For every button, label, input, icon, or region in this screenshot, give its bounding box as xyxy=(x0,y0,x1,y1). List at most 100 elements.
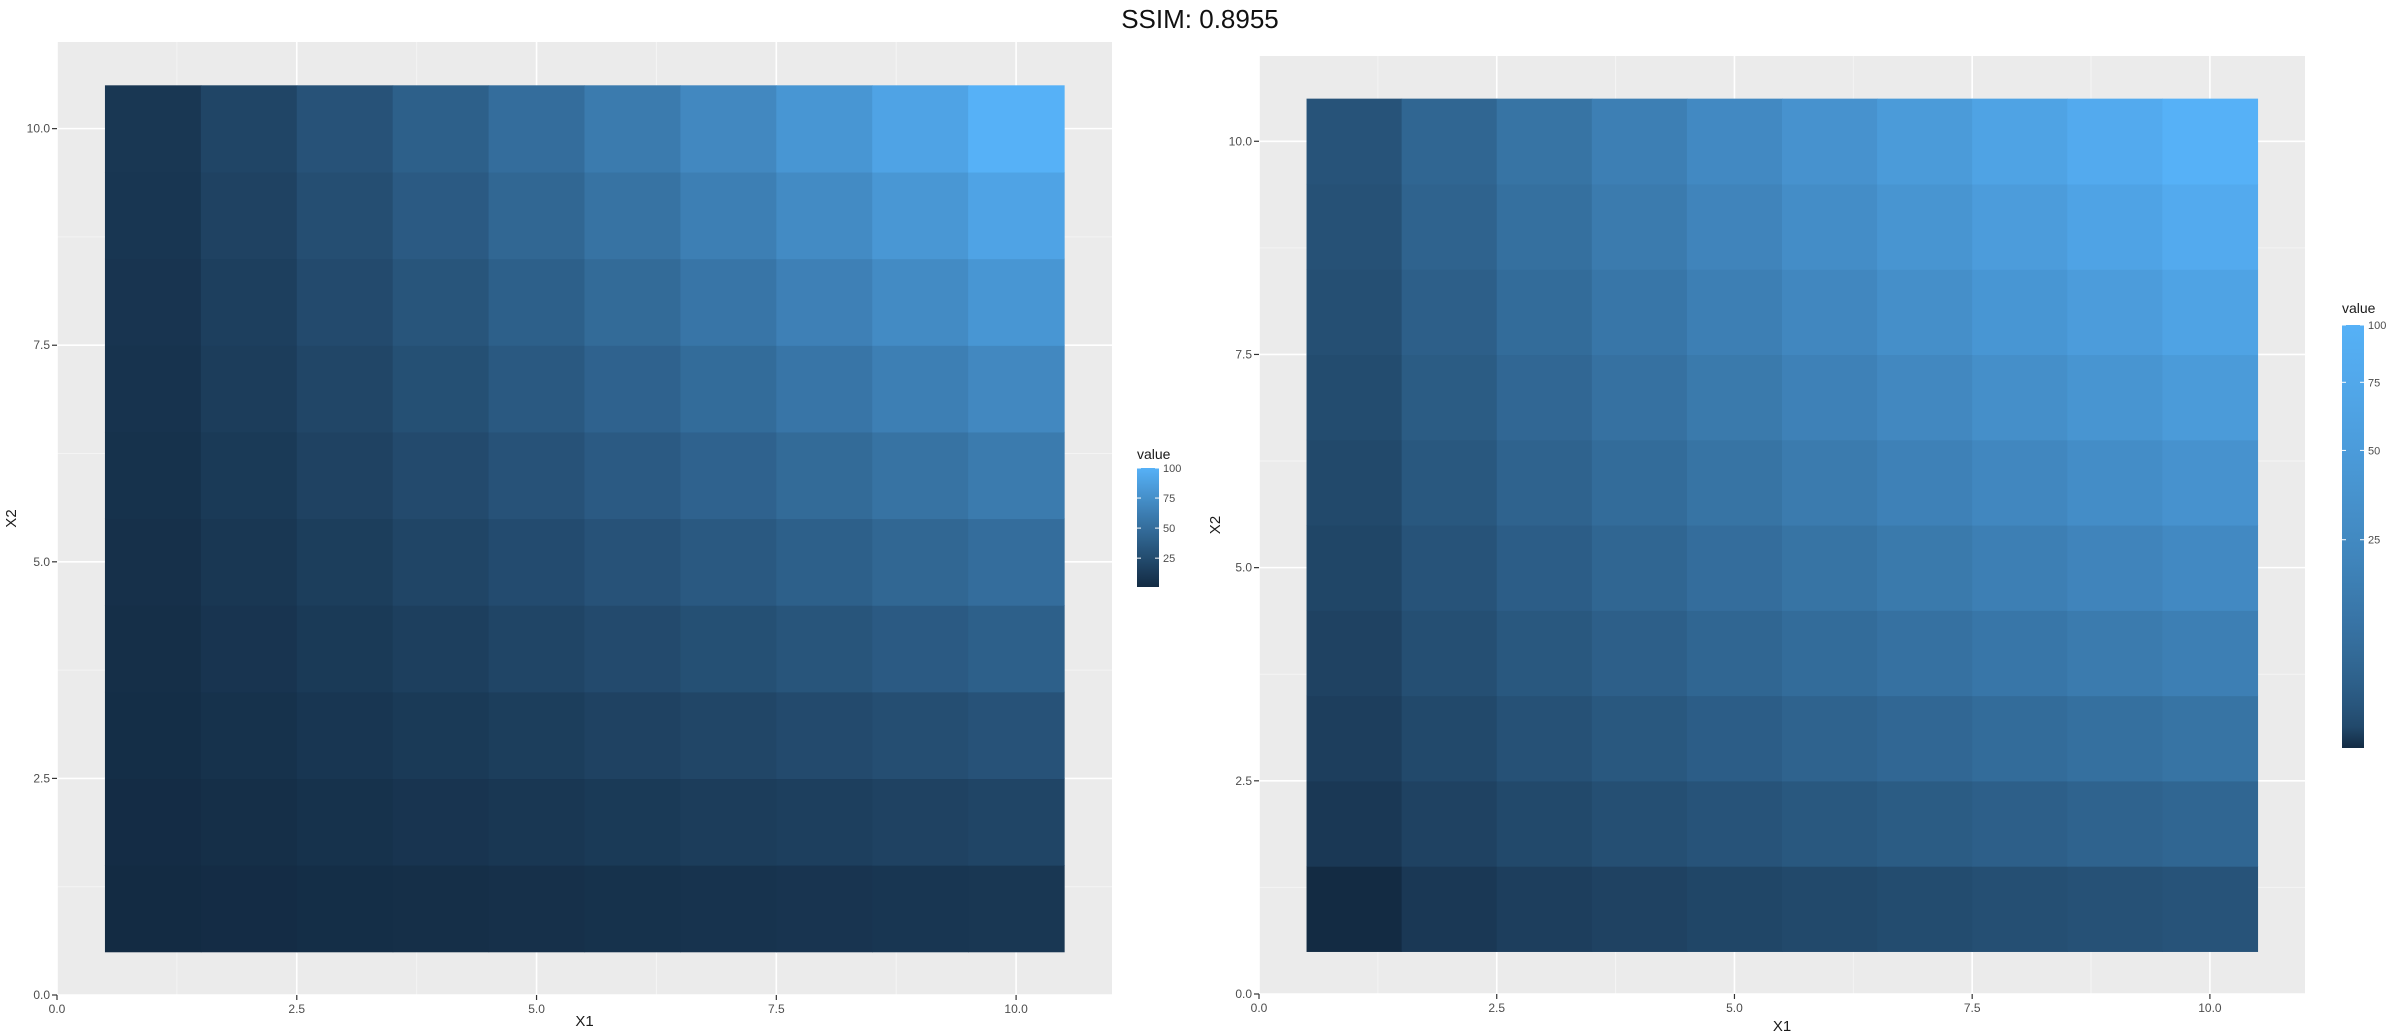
heatmap-tile xyxy=(680,518,777,606)
heatmap-tile xyxy=(680,171,777,260)
heatmap-tile xyxy=(1877,525,1973,611)
heatmap-tile xyxy=(1496,610,1593,697)
heatmap-tile xyxy=(1877,610,1973,697)
heatmap-tile xyxy=(776,865,873,953)
heatmap-tile xyxy=(200,85,298,173)
heatmap-tile xyxy=(1496,269,1593,356)
heatmap-tile xyxy=(584,345,682,433)
heatmap-tile xyxy=(2067,610,2163,697)
heatmap-tile xyxy=(2162,610,2259,697)
heatmap-tile xyxy=(2162,525,2259,611)
heatmap-tile xyxy=(2162,183,2259,270)
heatmap-tile xyxy=(1877,695,1973,782)
heatmap-tile xyxy=(488,691,586,780)
heatmap-tile xyxy=(1972,695,2068,782)
heatmap-tile xyxy=(104,865,202,953)
heatmap-tile xyxy=(296,431,394,520)
heatmap-tile xyxy=(1686,695,1783,782)
heatmap-tile xyxy=(2067,695,2163,782)
heatmap-tile xyxy=(104,171,202,260)
heatmap-tile xyxy=(968,518,1065,606)
heatmap-tile xyxy=(488,258,586,346)
heatmap-tile xyxy=(584,258,682,346)
heatmap-tile xyxy=(1591,269,1688,356)
heatmap-tile xyxy=(1401,780,1498,867)
heatmap-tile xyxy=(968,258,1065,346)
heatmap-tile xyxy=(968,865,1065,953)
heatmap-tile xyxy=(584,865,682,953)
heatmap-tile xyxy=(1686,354,1783,441)
heatmap-tile xyxy=(872,258,969,346)
heatmap-tile xyxy=(1496,98,1593,185)
heatmap-tile xyxy=(1496,525,1593,611)
heatmap-tile xyxy=(584,778,682,866)
heatmap-tile xyxy=(2162,98,2259,185)
legend-label: 75 xyxy=(1163,493,1175,505)
heatmap-tile xyxy=(584,605,682,693)
x-tick-label: 0.0 xyxy=(1251,1001,1268,1015)
heatmap-tile xyxy=(1972,439,2068,526)
heatmap-tile xyxy=(2067,269,2163,356)
heatmap-tile xyxy=(1591,780,1688,867)
heatmap-tile xyxy=(1306,354,1403,441)
heatmap-tile xyxy=(2067,354,2163,441)
heatmap-tile xyxy=(1972,354,2068,441)
heatmap-tile xyxy=(104,345,202,433)
heatmap-tile xyxy=(1686,780,1783,867)
x-tick-label: 7.5 xyxy=(768,1002,785,1016)
heatmap-tiles xyxy=(104,85,1065,953)
page-title: SSIM: 0.8955 xyxy=(1121,4,1279,34)
heatmap-tile xyxy=(1496,695,1593,782)
legend-label: 25 xyxy=(2368,535,2380,547)
heatmap-tile xyxy=(488,518,586,606)
heatmap-tile xyxy=(680,85,777,173)
heatmap-tile xyxy=(1591,866,1688,952)
heatmap-tile xyxy=(2162,695,2259,782)
heatmap-tile xyxy=(1496,439,1593,526)
heatmap-tile xyxy=(2162,866,2259,952)
heatmap-tile xyxy=(104,605,202,693)
heatmap-tile xyxy=(1306,525,1403,611)
legend-label: 25 xyxy=(1163,553,1175,565)
heatmap-tile xyxy=(1877,269,1973,356)
heatmap-tile xyxy=(200,518,298,606)
heatmap-tile xyxy=(104,518,202,606)
heatmap-tile xyxy=(296,258,394,346)
heatmap-tile xyxy=(296,778,394,866)
y-tick-label: 2.5 xyxy=(33,771,50,785)
heatmap-tile xyxy=(968,171,1065,260)
heatmap-tile xyxy=(1877,183,1973,270)
heatmap-chart-left: 0.0 2.5 5.0 7.5 10.0 0.0 2.5 5.0 7.5 10.0 X1 X2 valu… xyxy=(3,42,1181,1030)
heatmap-tile xyxy=(1306,610,1403,697)
heatmap-tile xyxy=(1306,98,1403,185)
x-tick-label: 5.0 xyxy=(528,1002,545,1016)
heatmap-tile xyxy=(488,865,586,953)
heatmap-tile xyxy=(1877,98,1973,185)
heatmap-tile xyxy=(1401,183,1498,270)
heatmap-tile xyxy=(1686,269,1783,356)
heatmap-tile xyxy=(1306,183,1403,270)
heatmap-tile xyxy=(584,518,682,606)
heatmap-tile xyxy=(392,258,490,346)
heatmap-tile xyxy=(2162,269,2259,356)
heatmap-tiles xyxy=(1306,98,2259,952)
heatmap-tile xyxy=(968,605,1065,693)
heatmap-tile xyxy=(200,431,298,520)
heatmap-tile xyxy=(2067,183,2163,270)
legend-label: 100 xyxy=(1163,463,1181,475)
heatmap-tile xyxy=(776,85,873,173)
heatmap-tile xyxy=(1686,525,1783,611)
heatmap-tile xyxy=(872,345,969,433)
axes: 0.0 2.5 5.0 7.5 10.0 0.0 2.5 5.0 7.5 10.0 xyxy=(1229,134,2222,1015)
heatmap-tile xyxy=(2067,98,2163,185)
heatmap-tile xyxy=(392,691,490,780)
heatmap-tile xyxy=(296,518,394,606)
heatmap-chart-right: 0.0 2.5 5.0 7.5 10.0 0.0 2.5 5.0 7.5 10.0 X1 X2 valu… xyxy=(1207,56,2386,1034)
x-tick-label: 10.0 xyxy=(1004,1002,1028,1016)
heatmap-tile xyxy=(1782,780,1878,867)
heatmap-tile xyxy=(1686,439,1783,526)
heatmap-tile xyxy=(2162,439,2259,526)
heatmap-tile xyxy=(488,345,586,433)
heatmap-tile xyxy=(488,171,586,260)
heatmap-tile xyxy=(1401,525,1498,611)
